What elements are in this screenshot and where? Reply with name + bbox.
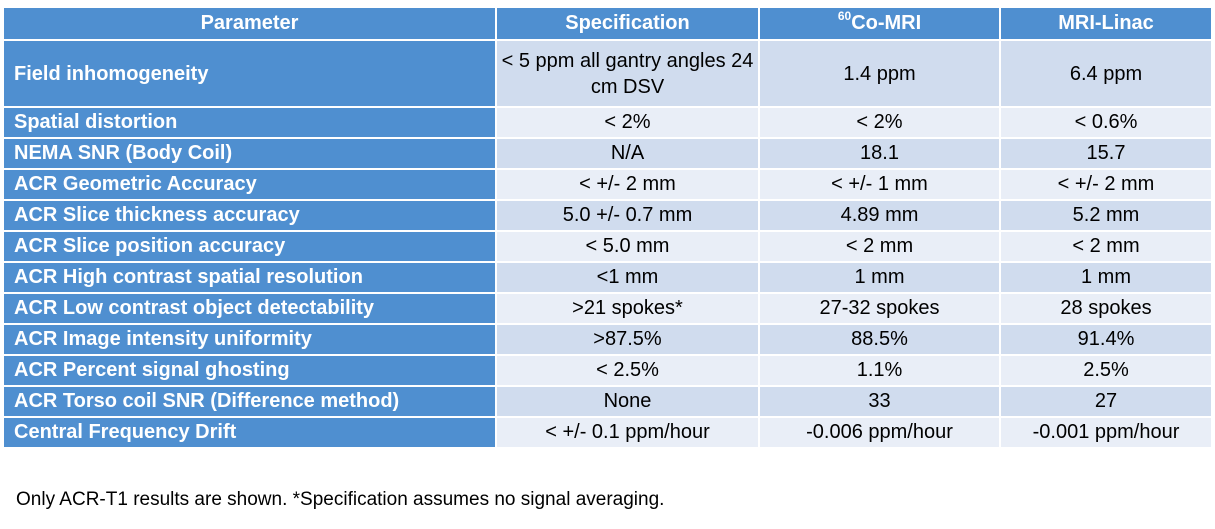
parameter-cell: ACR Geometric Accuracy	[2, 168, 497, 201]
co-mri-cell: 88.5%	[758, 323, 1001, 356]
header-specification: Specification	[495, 6, 760, 41]
parameter-cell: ACR High contrast spatial resolution	[2, 261, 497, 294]
specification-cell: 5.0 +/- 0.7 mm	[495, 199, 760, 232]
co-mri-cell: < 2 mm	[758, 230, 1001, 263]
co-mri-cell: < 2%	[758, 106, 1001, 139]
mri-linac-cell: 91.4%	[999, 323, 1213, 356]
header-parameter: Parameter	[2, 6, 497, 41]
specification-cell: < +/- 2 mm	[495, 168, 760, 201]
mri-linac-cell: 15.7	[999, 137, 1213, 170]
table-row: ACR Percent signal ghosting < 2.5% 1.1% …	[2, 354, 1213, 387]
co-mri-cell: 1.1%	[758, 354, 1001, 387]
parameter-cell: ACR Percent signal ghosting	[2, 354, 497, 387]
header-row: Parameter Specification 60Co-MRI MRI-Lin…	[2, 6, 1213, 41]
mri-linac-cell: < 2 mm	[999, 230, 1213, 263]
table-header: Parameter Specification 60Co-MRI MRI-Lin…	[2, 6, 1213, 41]
mri-linac-cell: -0.001 ppm/hour	[999, 416, 1213, 449]
parameter-cell: ACR Slice position accuracy	[2, 230, 497, 263]
mri-linac-cell: 28 spokes	[999, 292, 1213, 325]
specification-cell: N/A	[495, 137, 760, 170]
footnote: Only ACR-T1 results are shown. *Specific…	[16, 489, 665, 510]
table-body: Field inhomogeneity < 5 ppm all gantry a…	[2, 39, 1213, 449]
specification-cell: < +/- 0.1 ppm/hour	[495, 416, 760, 449]
parameter-cell: ACR Slice thickness accuracy	[2, 199, 497, 232]
co-mri-cell: 1 mm	[758, 261, 1001, 294]
specification-cell: < 2.5%	[495, 354, 760, 387]
mri-linac-cell: 1 mm	[999, 261, 1213, 294]
parameter-cell: ACR Image intensity uniformity	[2, 323, 497, 356]
table-row: ACR Torso coil SNR (Difference method) N…	[2, 385, 1213, 418]
comparison-table: Parameter Specification 60Co-MRI MRI-Lin…	[2, 6, 1213, 449]
specification-cell: < 5 ppm all gantry angles 24 cm DSV	[495, 39, 760, 108]
co-mri-cell: 18.1	[758, 137, 1001, 170]
table-row: Central Frequency Drift < +/- 0.1 ppm/ho…	[2, 416, 1213, 449]
table-row: NEMA SNR (Body Coil) N/A 18.1 15.7	[2, 137, 1213, 170]
table-row: ACR High contrast spatial resolution <1 …	[2, 261, 1213, 294]
header-mri-linac: MRI-Linac	[999, 6, 1213, 41]
co-mri-cell: 1.4 ppm	[758, 39, 1001, 108]
parameter-cell: Field inhomogeneity	[2, 39, 497, 108]
co-mri-cell: -0.006 ppm/hour	[758, 416, 1001, 449]
co-mri-cell: 27-32 spokes	[758, 292, 1001, 325]
specification-cell: < 5.0 mm	[495, 230, 760, 263]
mri-linac-cell: 27	[999, 385, 1213, 418]
specification-cell: < 2%	[495, 106, 760, 139]
specification-cell: None	[495, 385, 760, 418]
specification-cell: >87.5%	[495, 323, 760, 356]
mri-linac-cell: 2.5%	[999, 354, 1213, 387]
co-mri-cell: < +/- 1 mm	[758, 168, 1001, 201]
parameter-cell: NEMA SNR (Body Coil)	[2, 137, 497, 170]
table-row: ACR Low contrast object detectability >2…	[2, 292, 1213, 325]
co-mri-cell: 33	[758, 385, 1001, 418]
table-row: Field inhomogeneity < 5 ppm all gantry a…	[2, 39, 1213, 108]
header-co-mri-label: Co-MRI	[851, 12, 922, 34]
table-row: ACR Slice position accuracy < 5.0 mm < 2…	[2, 230, 1213, 263]
parameter-cell: Central Frequency Drift	[2, 416, 497, 449]
co-mri-cell: 4.89 mm	[758, 199, 1001, 232]
mri-linac-cell: 5.2 mm	[999, 199, 1213, 232]
header-co-mri: 60Co-MRI	[758, 6, 1001, 41]
parameter-cell: ACR Torso coil SNR (Difference method)	[2, 385, 497, 418]
mri-linac-cell: < 0.6%	[999, 106, 1213, 139]
parameter-cell: Spatial distortion	[2, 106, 497, 139]
table-row: ACR Image intensity uniformity >87.5% 88…	[2, 323, 1213, 356]
specification-cell: >21 spokes*	[495, 292, 760, 325]
parameter-cell: ACR Low contrast object detectability	[2, 292, 497, 325]
table-row: ACR Geometric Accuracy < +/- 2 mm < +/- …	[2, 168, 1213, 201]
header-co-mri-superscript: 60	[837, 9, 852, 23]
table-row: ACR Slice thickness accuracy 5.0 +/- 0.7…	[2, 199, 1213, 232]
mri-linac-cell: < +/- 2 mm	[999, 168, 1213, 201]
mri-linac-cell: 6.4 ppm	[999, 39, 1213, 108]
specification-cell: <1 mm	[495, 261, 760, 294]
table-row: Spatial distortion < 2% < 2% < 0.6%	[2, 106, 1213, 139]
